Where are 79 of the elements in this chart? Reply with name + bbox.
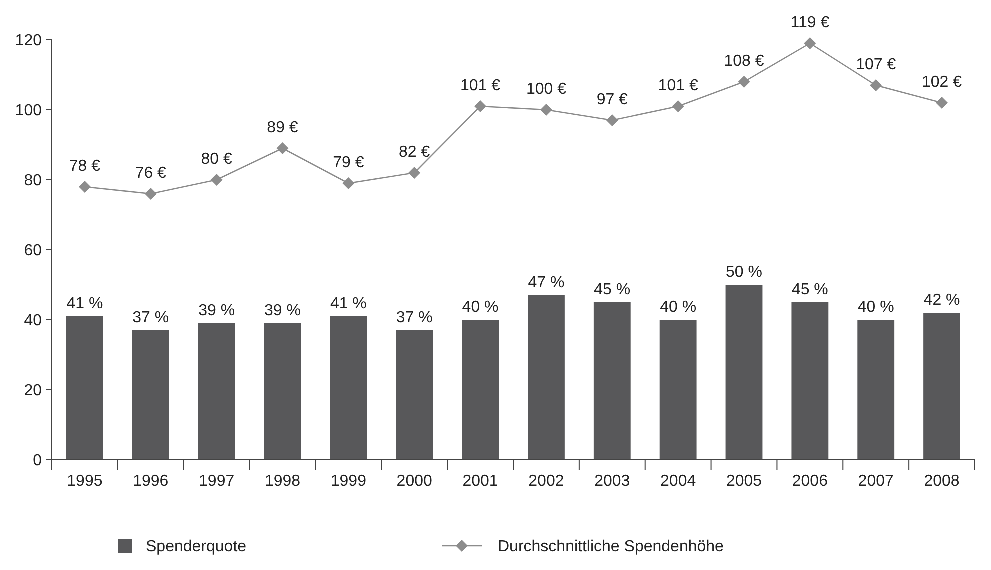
- bar: [396, 330, 434, 460]
- x-tick-label: 1996: [133, 473, 169, 490]
- bar: [924, 313, 960, 460]
- bar: [66, 316, 104, 460]
- point: [606, 114, 618, 126]
- x-tick-label: 2007: [858, 473, 894, 490]
- bar: [528, 296, 565, 460]
- y-tick-label: 100: [15, 102, 42, 120]
- x-tick-label: 1999: [330, 473, 367, 490]
- bar: [726, 285, 763, 460]
- bar: [198, 324, 236, 460]
- y-tick-label: 40: [24, 312, 42, 330]
- data-label: 79 €: [333, 154, 364, 172]
- data-label: 42 %: [924, 292, 960, 309]
- x-tick-label: 2002: [528, 473, 564, 490]
- bar: [792, 302, 829, 460]
- point: [408, 167, 421, 179]
- x-tick-label: 2006: [792, 473, 828, 490]
- data-label: 39 %: [198, 302, 236, 320]
- data-label: 50 %: [726, 264, 762, 281]
- data-label: 78 €: [69, 158, 101, 175]
- point: [804, 38, 816, 50]
- point: [540, 104, 552, 116]
- data-label: 41 %: [66, 296, 104, 312]
- bar: [264, 324, 302, 460]
- data-label: 37 %: [396, 310, 433, 326]
- data-label: 40 %: [660, 299, 697, 316]
- data-label: 82 €: [399, 144, 430, 161]
- data-label: 101 €: [460, 78, 501, 94]
- bar: [594, 302, 631, 460]
- point: [210, 174, 223, 186]
- x-tick-label: 1997: [199, 473, 235, 490]
- point: [672, 100, 684, 112]
- x-tick-label: 2005: [726, 473, 762, 490]
- data-label: 39 %: [264, 302, 301, 320]
- point: [78, 181, 91, 193]
- data-label: 101 €: [658, 78, 698, 94]
- data-label: 41 %: [330, 296, 367, 312]
- x-tick-label: 2008: [924, 473, 960, 490]
- point: [870, 80, 882, 92]
- bar: [462, 320, 499, 460]
- data-label: 97 €: [596, 92, 628, 108]
- x-tick-label: 1995: [67, 473, 103, 490]
- data-label: 89 €: [267, 120, 298, 136]
- data-label: 40 %: [462, 299, 499, 316]
- y-tick-label: 80: [24, 172, 42, 190]
- point: [144, 188, 157, 200]
- bar: [660, 320, 697, 460]
- x-tick-label: 1998: [264, 473, 301, 490]
- x-tick-label: 2001: [462, 473, 498, 490]
- point: [342, 178, 355, 190]
- data-label: 80 €: [201, 151, 232, 168]
- data-label: 45 %: [594, 282, 631, 298]
- point: [276, 142, 289, 154]
- data-label: 40 %: [858, 299, 894, 316]
- y-tick-label: 20: [24, 382, 42, 400]
- y-tick-label: 120: [15, 32, 42, 50]
- data-label: 37 %: [132, 310, 170, 326]
- data-label: 108 €: [724, 53, 764, 70]
- point: [738, 76, 750, 88]
- legend-label: Spenderquote: [146, 538, 247, 556]
- data-label: 76 €: [135, 165, 167, 182]
- legend-label: Durchschnittliche Spendenhöhe: [498, 538, 724, 556]
- data-label: 119 €: [790, 14, 830, 32]
- y-tick-label: 0: [33, 452, 42, 470]
- data-label: 100 €: [526, 81, 567, 98]
- x-tick-label: 2000: [396, 473, 433, 490]
- bar: [132, 330, 170, 460]
- bar: [330, 316, 368, 460]
- x-tick-label: 2003: [594, 473, 630, 490]
- data-label: 107 €: [856, 56, 896, 74]
- bar: [858, 320, 895, 460]
- point: [474, 100, 487, 112]
- point: [936, 97, 948, 109]
- x-tick-label: 2004: [660, 473, 696, 490]
- data-label: 45 %: [792, 282, 828, 298]
- data-label: 102 €: [922, 74, 962, 91]
- data-label: 47 %: [528, 274, 565, 292]
- y-tick-label: 60: [24, 242, 42, 260]
